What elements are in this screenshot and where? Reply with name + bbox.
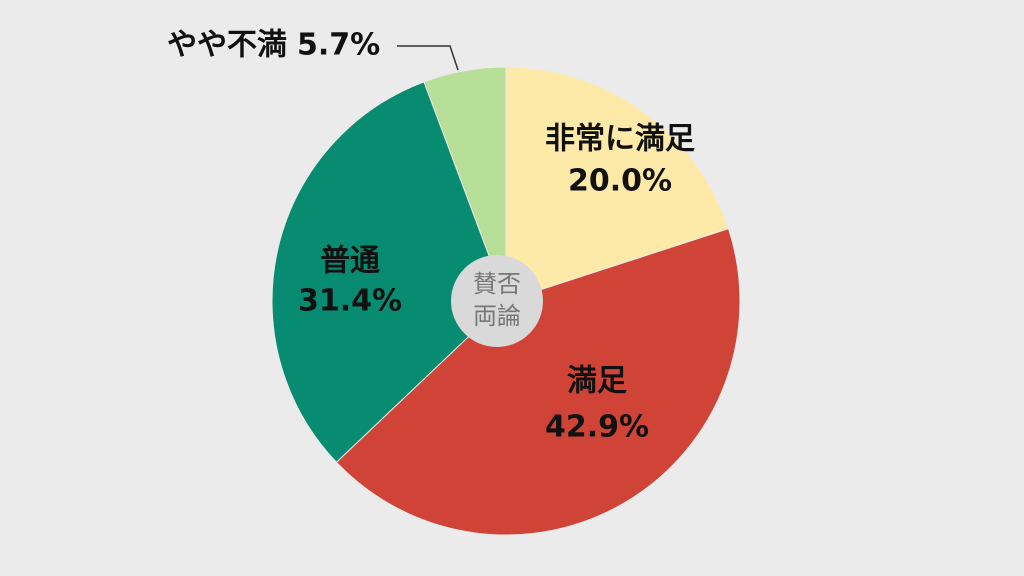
value-label: 5.7% <box>297 28 380 63</box>
labels: 非常に満足 20.0% 満足 42.9% 普通 31.4% やや不満 5.7% <box>167 28 695 445</box>
slice-label: やや不満 <box>167 28 287 63</box>
slice-label: 満足 <box>567 364 627 399</box>
pie-slice <box>423 66 507 302</box>
center-label: 両論 <box>473 302 521 330</box>
value-label: 31.4% <box>298 284 402 319</box>
slice-label: 普通 <box>320 244 380 279</box>
center-label: 賛否 <box>473 270 521 298</box>
center-circle <box>451 255 543 347</box>
pie <box>271 66 741 536</box>
value-label: 42.9% <box>545 410 649 445</box>
pie-slice <box>505 66 730 302</box>
slice-label: 非常に満足 <box>545 122 695 157</box>
leader-line <box>397 45 459 71</box>
pie-slice <box>271 81 507 463</box>
value-label: 20.0% <box>568 164 672 199</box>
pie-slice <box>335 228 741 536</box>
